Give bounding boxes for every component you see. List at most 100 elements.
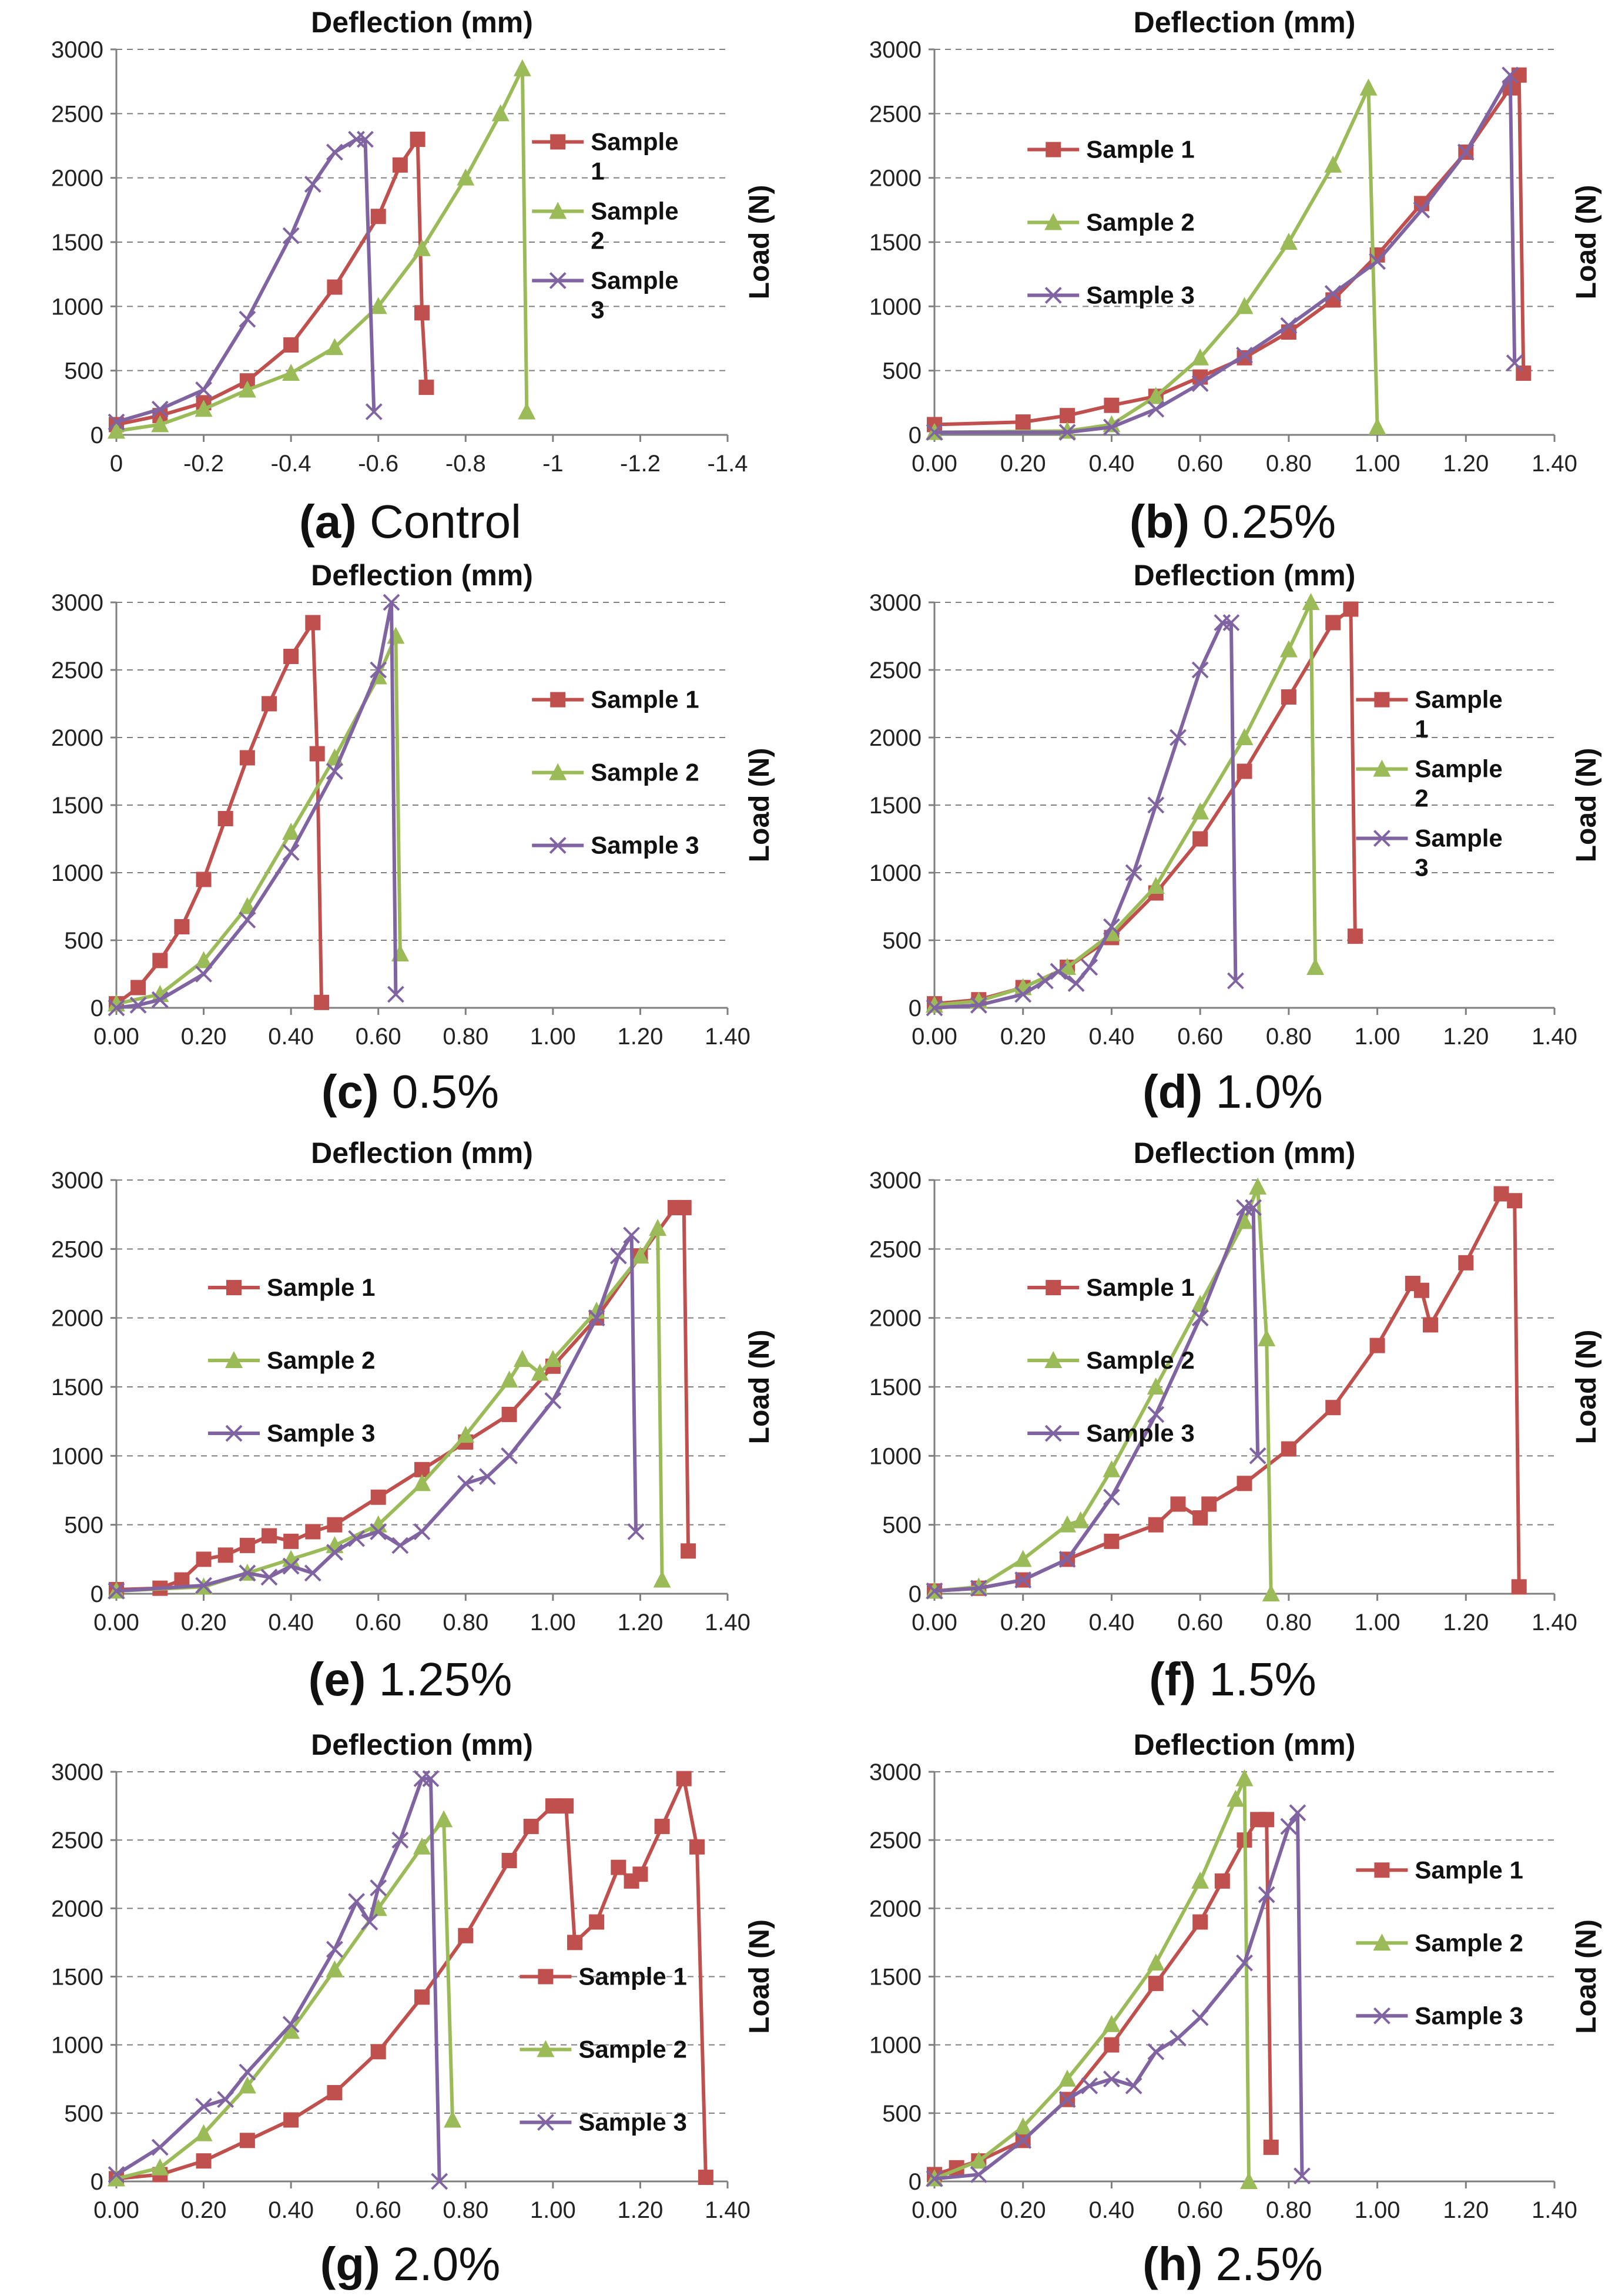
data-point <box>195 966 212 983</box>
x-tick-label: 0.80 <box>443 1024 488 1050</box>
data-point <box>1227 1789 1245 1807</box>
x-tick-label: 0.80 <box>443 1610 488 1635</box>
data-point <box>457 1426 475 1443</box>
data-point <box>1148 1976 1164 1992</box>
data-point <box>195 1577 212 1594</box>
legend-marker <box>549 202 567 219</box>
legend-label: Sample <box>591 128 678 155</box>
data-point <box>1359 78 1378 96</box>
data-point <box>391 1537 409 1554</box>
series-line <box>934 1185 1273 1594</box>
y-tick-label: 2500 <box>51 1828 103 1853</box>
legend-label: Sample 1 <box>1415 1856 1523 1883</box>
data-point <box>129 996 147 1014</box>
data-point <box>327 2084 343 2100</box>
data-point <box>1104 397 1120 413</box>
series-line <box>116 634 402 1006</box>
legend-marker <box>550 134 566 150</box>
y-tick-label: 1500 <box>869 1375 922 1400</box>
data-point <box>1103 1489 1120 1506</box>
data-point <box>1262 1584 1280 1601</box>
data-point <box>130 980 146 996</box>
y-axis-label: Load (N) <box>744 1919 775 2034</box>
data-point <box>151 2139 169 2156</box>
data-point <box>1235 297 1254 314</box>
series-line <box>116 1205 691 1591</box>
data-point <box>513 1350 531 1367</box>
y-tick-label: 1000 <box>869 1443 922 1469</box>
data-point <box>926 1582 943 1600</box>
y-tick-label: 1500 <box>869 1965 922 1990</box>
data-point <box>1369 1338 1385 1353</box>
x-tick-label: 0.20 <box>1000 451 1046 477</box>
legend-label: Sample <box>591 197 678 224</box>
legend-label: Sample 2 <box>267 1346 375 1374</box>
y-tick-label: 3000 <box>51 590 103 616</box>
legend-marker <box>538 1969 554 1985</box>
data-point <box>282 1557 300 1575</box>
data-point <box>1104 2037 1120 2053</box>
data-point <box>458 1928 474 1943</box>
x-tick-label: 1.20 <box>1443 1610 1489 1635</box>
legend: Sample 1 Sample 2 Sample 3 <box>520 1963 687 2136</box>
data-point <box>1259 1812 1275 1828</box>
data-point <box>370 209 386 224</box>
x-tick-label: 0.60 <box>356 1610 401 1635</box>
legend-label: 3 <box>591 296 604 323</box>
data-point <box>1191 1871 1209 1889</box>
y-axis-label: Load (N) <box>1571 185 1602 300</box>
series-2 <box>926 1769 1258 2189</box>
x-tick-label: 0.40 <box>268 1024 314 1050</box>
data-point <box>195 2124 213 2141</box>
series-3 <box>108 594 404 1017</box>
data-point <box>1067 975 1085 993</box>
y-tick-label: 1500 <box>51 793 103 819</box>
chart-panel-b: 0 500 1000 1500 2000 2500 3000 0.00 0.20 0.40 0.60… <box>869 6 1602 548</box>
legend-marker <box>1373 759 1391 777</box>
data-point <box>422 1770 440 1788</box>
y-tick-label: 500 <box>64 928 103 954</box>
data-point <box>1506 354 1523 371</box>
y-tick-label: 500 <box>64 1513 103 1539</box>
series-line <box>116 138 376 424</box>
legend-marker <box>1044 213 1063 230</box>
data-point <box>544 1392 562 1409</box>
data-point <box>1249 1177 1267 1195</box>
data-point <box>282 823 300 840</box>
data-point <box>1263 2139 1279 2155</box>
data-point <box>239 1564 256 1582</box>
data-point <box>195 2097 212 2115</box>
data-point <box>1502 66 1519 84</box>
y-axis-label: Load (N) <box>1571 1330 1602 1444</box>
chart-panel-c: 0 500 1000 1500 2000 2500 3000 0.00 0.20 0.40 0.60… <box>51 559 775 1118</box>
data-point <box>1103 918 1120 936</box>
series-line <box>934 73 1517 434</box>
data-point <box>1281 1441 1296 1457</box>
legend-marker <box>549 272 567 289</box>
panel-caption: (g) 2.0% <box>320 2238 501 2290</box>
legend-label: Sample 2 <box>1415 1929 1523 1956</box>
data-point <box>457 168 475 186</box>
chart-title: Deflection (mm) <box>311 559 533 592</box>
x-tick-label: 0.40 <box>1088 1610 1134 1635</box>
y-tick-label: 1500 <box>869 793 922 819</box>
legend-label: Sample 3 <box>1086 1419 1194 1447</box>
panel-caption: (b) 0.25% <box>1130 495 1336 548</box>
data-point <box>1103 2015 1121 2032</box>
y-tick-label: 3000 <box>869 37 922 63</box>
data-point <box>282 844 300 861</box>
caption-letter: (e) <box>309 1653 366 1705</box>
data-point <box>262 1528 277 1544</box>
data-point <box>238 2076 256 2094</box>
data-point <box>238 897 256 914</box>
panel-caption: (h) 2.5% <box>1142 2238 1323 2290</box>
data-point <box>1058 421 1077 439</box>
caption-text: 2.5% <box>1202 2238 1323 2290</box>
data-point <box>1324 155 1342 173</box>
y-tick-label: 500 <box>882 358 922 384</box>
data-point <box>361 1913 378 1930</box>
data-point <box>151 2158 169 2176</box>
data-point <box>588 1309 605 1327</box>
x-tick-label: 0.00 <box>912 2197 957 2223</box>
